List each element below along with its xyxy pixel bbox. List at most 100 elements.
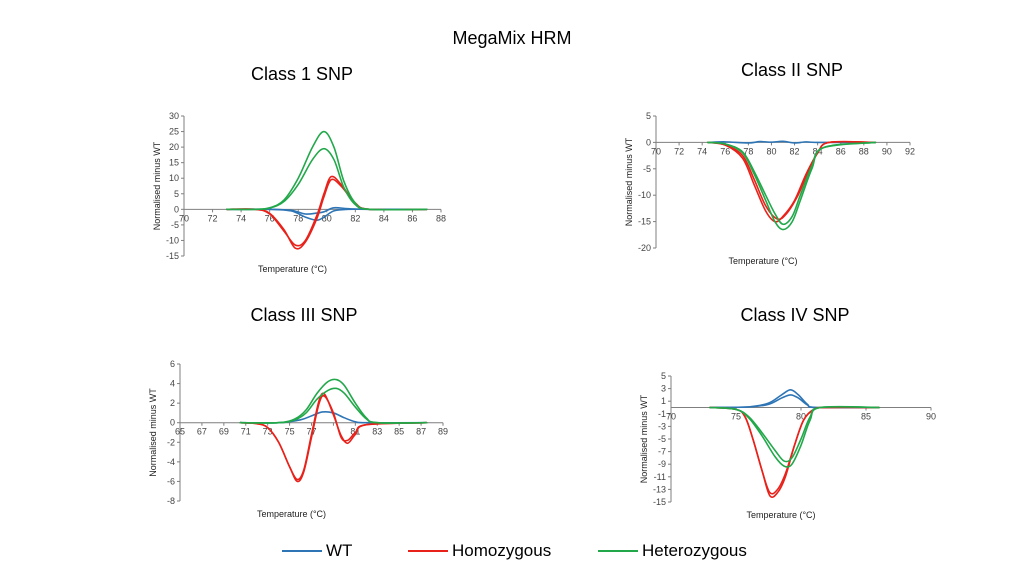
x-tick-label: 86 [407, 213, 417, 223]
x-tick-label: 75 [285, 427, 295, 437]
y-tick-label: -6 [167, 476, 175, 486]
y-tick-label: -5 [171, 220, 179, 230]
main-title: MegaMix HRM [452, 28, 572, 48]
y-axis-title: Normalised minus WT [624, 137, 634, 226]
x-tick-label: 80 [322, 213, 332, 223]
x-tick-label: 88 [859, 146, 869, 156]
x-tick-label: 80 [766, 146, 776, 156]
y-tick-label: 3 [661, 384, 666, 394]
y-tick-label: -5 [643, 164, 651, 174]
y-tick-label: -4 [167, 457, 175, 467]
series-line-heterozygous-4 [226, 130, 428, 211]
x-tick-label: 76 [265, 213, 275, 223]
y-tick-label: 6 [170, 359, 175, 369]
legend-swatch-homozygous [408, 550, 448, 552]
y-tick-label: -5 [658, 434, 666, 444]
y-tick-label: -15 [638, 217, 651, 227]
panel-title-class-2: Class II SNP [740, 60, 844, 80]
y-axis-title: Normalised minus WT [148, 388, 158, 477]
y-tick-label: -13 [653, 484, 666, 494]
series-line-wt-0 [709, 389, 880, 409]
x-tick-label: 84 [379, 213, 389, 223]
x-tick-label: 82 [790, 146, 800, 156]
y-axis-title: Normalised minus WT [639, 394, 649, 483]
x-tick-label: 78 [743, 146, 753, 156]
y-tick-label: -10 [166, 235, 179, 245]
x-axis-title: Temperature (°C) [258, 264, 327, 274]
panel-title-class-4: Class IV SNP [740, 305, 850, 325]
y-tick-label: 5 [661, 371, 666, 381]
x-tick-label: 72 [208, 213, 218, 223]
y-tick-label: -20 [638, 243, 651, 253]
y-tick-label: 30 [169, 111, 179, 121]
y-tick-label: 20 [169, 142, 179, 152]
y-tick-label: 5 [174, 189, 179, 199]
x-axis-title: Temperature (°C) [746, 510, 815, 520]
legend-label-wt: WT [326, 541, 353, 560]
legend-item-heterozygous: Heterozygous [598, 540, 747, 562]
legend-item-homozygous: Homozygous [408, 540, 551, 562]
x-tick-label: 88 [436, 213, 446, 223]
y-tick-label: -2 [167, 437, 175, 447]
series-line-heterozygous-4 [707, 141, 877, 226]
x-tick-label: 89 [438, 427, 448, 437]
y-tick-label: 4 [170, 379, 175, 389]
x-tick-label: 70 [666, 412, 676, 422]
legend-swatch-heterozygous [598, 550, 638, 552]
y-tick-label: -3 [658, 421, 666, 431]
x-tick-label: 87 [416, 427, 426, 437]
x-tick-label: 65 [175, 427, 185, 437]
x-axis-title: Temperature (°C) [728, 256, 797, 266]
x-tick-label: 67 [197, 427, 207, 437]
x-tick-label: 76 [720, 146, 730, 156]
x-tick-label: 72 [674, 146, 684, 156]
legend-label-homozygous: Homozygous [452, 541, 552, 560]
x-tick-label: 73 [263, 427, 273, 437]
series-line-wt-1 [226, 206, 428, 215]
y-tick-label: 2 [170, 398, 175, 408]
y-tick-label: -1 [658, 409, 666, 419]
legend: WT Homozygous Heterozygous [0, 540, 1024, 562]
x-axis-title: Temperature (°C) [257, 509, 326, 519]
x-tick-label: 75 [731, 412, 741, 422]
series-line-wt-0 [707, 140, 877, 144]
y-tick-label: 5 [646, 111, 651, 121]
x-tick-label: 71 [241, 427, 251, 437]
x-tick-label: 70 [179, 213, 189, 223]
y-tick-label: -11 [654, 472, 666, 482]
y-tick-label: -8 [167, 496, 175, 506]
y-axis-title: Normalised minus WT [152, 141, 162, 230]
x-tick-label: 74 [697, 146, 707, 156]
series-line-homozygous-1 [239, 394, 428, 483]
series-line-heterozygous-5 [226, 147, 428, 211]
y-tick-label: -10 [638, 190, 651, 200]
series-line-homozygous-2 [239, 392, 428, 481]
y-tick-label: 25 [169, 127, 179, 137]
x-tick-label: 85 [861, 412, 871, 422]
y-tick-label: -15 [166, 251, 179, 261]
y-tick-label: 10 [169, 173, 179, 183]
x-tick-label: 70 [651, 146, 661, 156]
legend-item-wt: WT [282, 540, 352, 562]
x-tick-label: 74 [236, 213, 246, 223]
y-tick-label: 0 [170, 418, 175, 428]
x-tick-label: 90 [882, 146, 892, 156]
x-tick-label: 83 [372, 427, 382, 437]
chart-class-1: -15 -10 -5 0 5 10 15 20 25 30 70 72 74 76 78 80 82 84 86 88… [152, 111, 446, 274]
series-line-heterozygous-4 [239, 387, 428, 424]
x-tick-label: 86 [836, 146, 846, 156]
panel-title-class-1: Class 1 SNP [250, 64, 354, 84]
y-tick-label: 15 [169, 158, 179, 168]
x-tick-label: 85 [394, 427, 404, 437]
x-tick-label: 69 [219, 427, 229, 437]
legend-label-heterozygous: Heterozygous [642, 541, 747, 560]
y-tick-label: -7 [658, 447, 666, 457]
series-line-heterozygous-5 [709, 405, 880, 468]
y-tick-label: 1 [661, 396, 666, 406]
y-tick-label: 0 [174, 204, 179, 214]
y-tick-label: -9 [658, 459, 666, 469]
legend-swatch-wt [282, 550, 322, 552]
